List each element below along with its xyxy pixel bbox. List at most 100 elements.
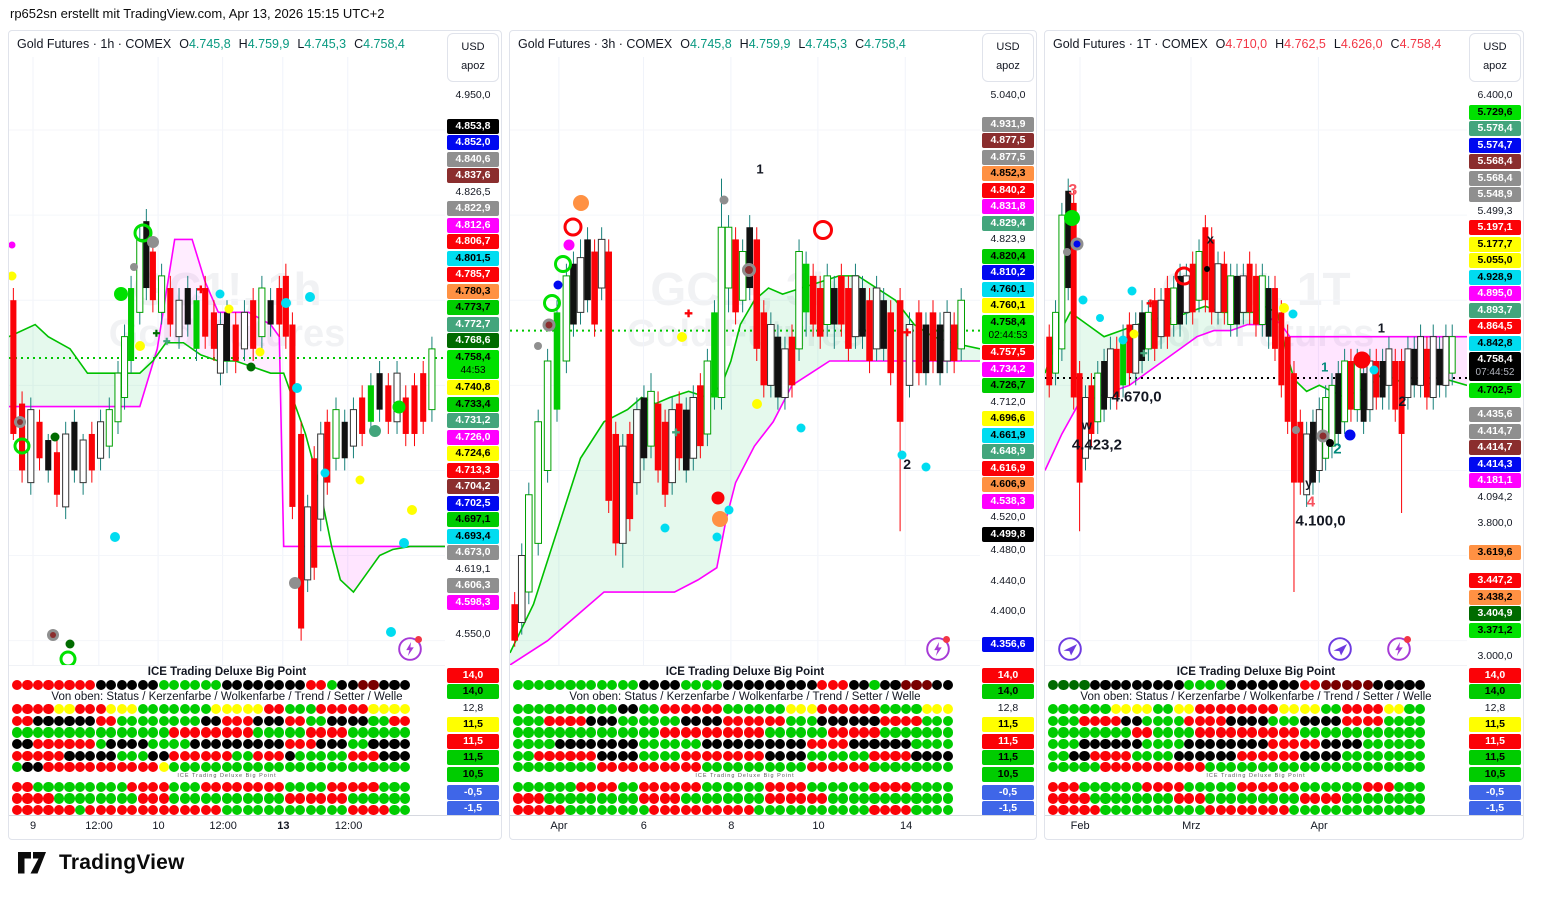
indicator-dot: [389, 739, 400, 750]
indicator-dot: [533, 793, 545, 804]
price-label: 5.055,0: [1469, 253, 1521, 268]
indicator-dot: [74, 781, 85, 792]
indicator-dot: [399, 781, 411, 792]
indicator-scale[interactable]: 14,0 14,0 12,8 11,5 11,5 11,5 10,5 -0,5 -1,5: [445, 665, 501, 815]
indicator-dot: [764, 793, 775, 804]
indicator-pane[interactable]: ICE Trading Deluxe Big Point Von oben: St…: [1045, 665, 1467, 815]
indicator-scale[interactable]: 14,0 14,0 12,8 11,5 11,5 11,5 10,5 -0,5 -1,5: [980, 665, 1036, 815]
chart-panel-1T[interactable]: Gold Futures · 1T · COMEX O4.710,0 H4.762,…: [1044, 30, 1524, 840]
signal-dot: [59, 650, 77, 665]
lightning-icon[interactable]: [925, 636, 951, 662]
indicator-dot: [284, 762, 295, 773]
time-axis[interactable]: Apr 6 8 10 14: [510, 815, 1036, 839]
indicator-dot: [1310, 793, 1321, 804]
ohlc-letter: O: [179, 37, 189, 51]
circular-arrow-icon[interactable]: [1057, 636, 1083, 662]
indicator-dot: [838, 704, 849, 715]
signal-dot: [1095, 314, 1104, 323]
indicator-dot: [106, 679, 117, 690]
signal-dot: [1174, 266, 1194, 286]
indicator-dot: [295, 739, 306, 750]
indicator-dot: [911, 750, 922, 761]
indicator-dot: [785, 805, 796, 815]
indicator-dot: [148, 781, 159, 792]
indicator-dot: [1352, 715, 1363, 726]
indicator-dot: [32, 750, 44, 761]
price-label: 4.840,2: [982, 182, 1034, 198]
indicator-dot: [116, 715, 127, 726]
indicator-dot: [607, 805, 618, 815]
indicator-pane[interactable]: ICE Trading Deluxe Big Point Von oben: St…: [9, 665, 445, 815]
indicator-dot: [305, 739, 316, 750]
indicator-dot: [691, 679, 702, 690]
indicator-dot-row-b: [1045, 781, 1467, 793]
indicator-dot: [1341, 715, 1352, 726]
indicator-dot: [1362, 739, 1373, 750]
price-label: 4.822,9: [447, 201, 499, 216]
indicator-dot: [565, 762, 576, 773]
indicator-dot: [378, 750, 390, 761]
chart-panel-1h[interactable]: Gold Futures · 1h · COMEX O4.745,8 H4.759,…: [8, 30, 502, 840]
indicator-dot: [932, 704, 943, 715]
indicator-dot: [722, 679, 733, 690]
indicator-dot: [607, 727, 618, 738]
indicator-dot: [316, 762, 327, 773]
signal-dot: [133, 223, 153, 243]
indicator-dot: [921, 750, 932, 761]
indicator-dot: [670, 679, 681, 690]
indicator-dot: [1383, 750, 1394, 761]
price-scale[interactable]: USD apoz 4.950,0 4.853,8 4.852,0 4.840,6 4.837…: [445, 31, 501, 665]
circular-arrow-icon[interactable]: [1327, 636, 1353, 662]
price-scale[interactable]: USD apoz 5.040,0 4.931,9 4.877,5 4.877,5 4.852…: [980, 31, 1036, 665]
indicator-dot: [921, 762, 932, 773]
indicator-dot: [638, 704, 649, 715]
indicator-dot: [712, 793, 723, 804]
indicator-dot: [1257, 750, 1268, 761]
time-axis[interactable]: 9 12:00 10 12:00 13 12:00: [9, 815, 501, 839]
indicator-dot-row-b: [1045, 804, 1467, 815]
indicator-dot: [932, 679, 943, 690]
indicator-dot: [764, 715, 775, 726]
indicator-dot: [942, 762, 953, 773]
indicator-dot: [1058, 739, 1069, 750]
indicator-dot: [796, 750, 807, 761]
lightning-icon[interactable]: [1386, 636, 1412, 662]
ohlc-o: O4.745,8: [678, 37, 731, 51]
indicator-dot: [1100, 679, 1111, 690]
signal-dot: [407, 504, 418, 515]
indicator-dot: [1058, 805, 1069, 815]
price-chart-canvas[interactable]: GC1!, 3hGold Futures✚✚✚12: [510, 57, 980, 665]
indicator-dot: [649, 805, 660, 815]
indicator-dot: [754, 727, 765, 738]
indicator-dot-row: [9, 750, 445, 762]
indicator-dot: [378, 781, 390, 792]
indicator-dot: [1163, 727, 1174, 738]
ohlc-value: 4.745,8: [188, 37, 231, 51]
indicator-dot: [274, 739, 285, 750]
indicator-dot: [900, 727, 912, 738]
chart-annotation: 2: [903, 455, 912, 472]
lightning-icon[interactable]: [397, 636, 423, 662]
tradingview-logo[interactable]: TradingView: [18, 851, 185, 875]
indicator-scale-label: 11,5: [982, 733, 1034, 749]
indicator-dot: [858, 750, 870, 761]
indicator-dot: [1289, 727, 1300, 738]
chart-drawing: [510, 57, 980, 665]
indicator-dot-row-b: [9, 781, 445, 793]
chart-panel-3h[interactable]: Gold Futures · 3h · COMEX O4.745,8 H4.759,…: [509, 30, 1037, 840]
indicator-scale[interactable]: 14,0 14,0 12,8 11,5 11,5 11,5 10,5 -0,5 -1,5: [1467, 665, 1523, 815]
indicator-dot: [680, 781, 691, 792]
indicator-dot: [337, 739, 348, 750]
indicator-dot: [659, 715, 670, 726]
indicator-dot: [347, 762, 358, 773]
price-label: 4.693,4: [447, 528, 499, 544]
indicator-dot: [347, 781, 358, 792]
indicator-dot: [305, 805, 316, 815]
indicator-dot: [879, 739, 891, 750]
indicator-pane[interactable]: ICE Trading Deluxe Big Point Von oben: St…: [510, 665, 980, 815]
price-scale[interactable]: USD apoz 6.400,0 5.729,6 5.578,4 5.574,7 5.568…: [1467, 31, 1523, 665]
time-axis[interactable]: Feb Mrz Apr: [1045, 815, 1523, 839]
indicator-dot: [858, 762, 870, 773]
